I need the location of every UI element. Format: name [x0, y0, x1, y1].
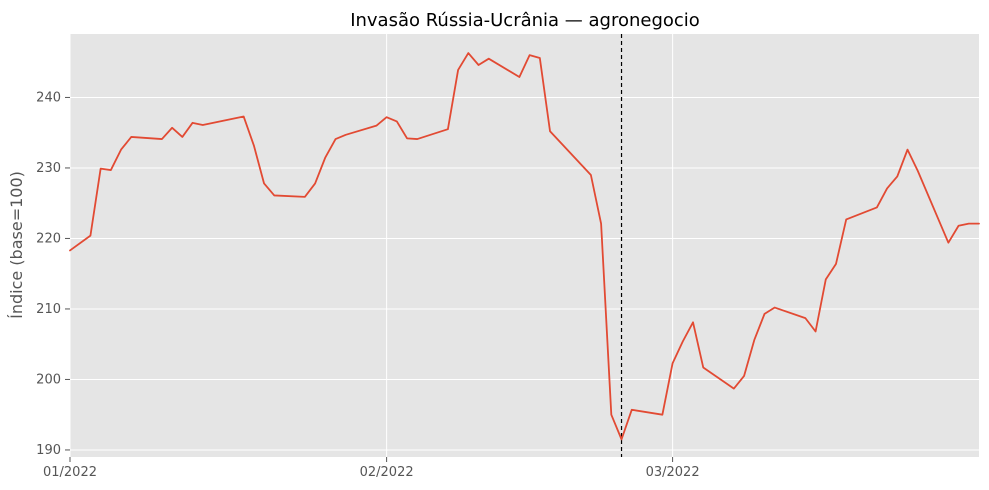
y-tick-label: 230 [36, 161, 61, 176]
axis-ticks: 190 200 210 220 230 240 01/2022 02/2022 03/2022 [36, 90, 699, 480]
chart-title: Invasão Rússia-Ucrânia — agronegocio [350, 10, 700, 31]
plot-background [70, 34, 979, 457]
series-layer [69, 52, 980, 441]
x-tick-label: 03/2022 [646, 465, 700, 480]
y-tick-label: 210 [36, 302, 61, 317]
y-tick-label: 240 [36, 90, 61, 105]
y-tick-label: 190 [36, 443, 61, 458]
x-tick-label: 02/2022 [360, 465, 414, 480]
x-tick-label: 01/2022 [43, 465, 97, 480]
y-tick-label: 220 [36, 231, 61, 246]
series-line [69, 52, 980, 441]
y-axis-label: Índice (base=100) [7, 171, 26, 319]
y-tick-label: 200 [36, 372, 61, 387]
grid-lines [69, 34, 979, 457]
